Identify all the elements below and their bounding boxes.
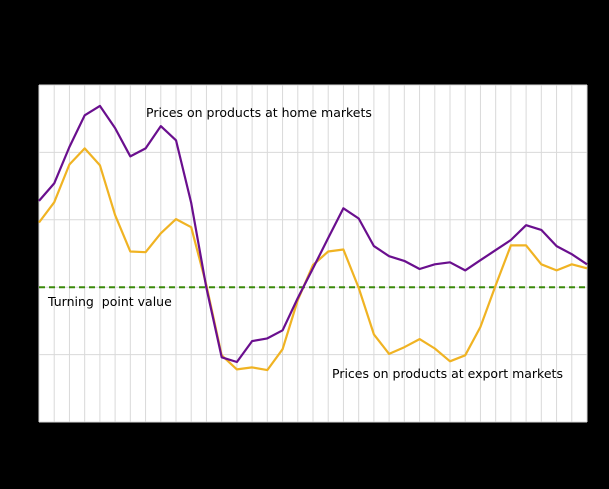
series-home-markets-line [38, 104, 588, 364]
turning-point-annotation: Turning point value [47, 294, 172, 309]
home-markets-annotation: Prices on products at home markets [146, 105, 372, 120]
series-export-markets-line [38, 147, 588, 372]
grid-lines [38, 84, 588, 423]
export-markets-annotation: Prices on products at export markets [332, 366, 563, 381]
